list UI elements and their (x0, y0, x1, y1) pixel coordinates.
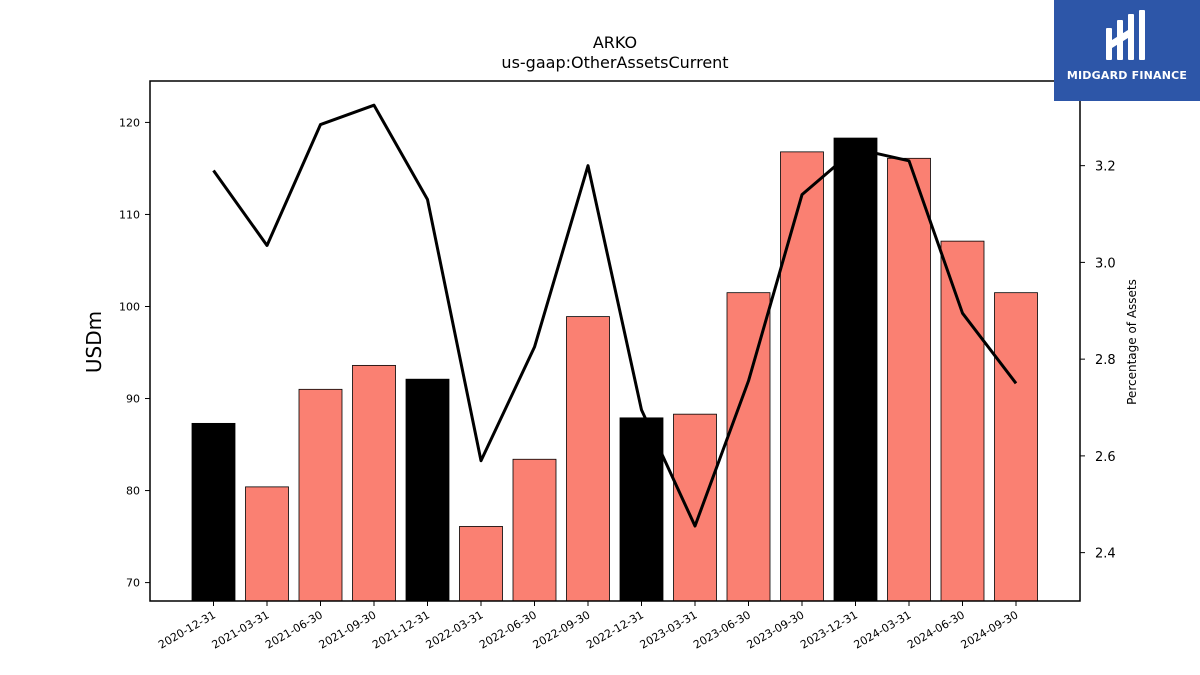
y-tick-label: 120 (119, 116, 140, 129)
y2-tick-label: 2.8 (1095, 353, 1116, 368)
x-tick-label: 2020-12-31 (156, 608, 218, 651)
x-tick-label: 2022-09-30 (531, 608, 593, 651)
x-tick-label: 2022-06-30 (477, 608, 539, 651)
y-tick-label: 110 (119, 208, 140, 221)
x-tick-label: 2023-06-30 (691, 608, 753, 651)
chart-subtitle: us-gaap:OtherAssetsCurrent (501, 53, 728, 72)
x-tick-label: 2022-12-31 (584, 608, 646, 651)
bar (405, 378, 450, 602)
bar (512, 458, 557, 602)
bar (940, 240, 985, 602)
y-axis-label: USDm (82, 311, 106, 373)
x-tick-label: 2021-09-30 (317, 608, 379, 651)
x-tick-label: 2023-09-30 (745, 608, 807, 651)
bar (833, 137, 878, 602)
midgard-finance-logo: MIDGARD FINANCE (1054, 0, 1200, 101)
y-tick-label: 100 (119, 300, 140, 313)
bar-layer (191, 137, 1038, 602)
y-tick-label: 70 (126, 577, 140, 590)
bar (566, 316, 610, 602)
x-axis-ticks: 2020-12-312021-03-312021-06-302021-09-30… (156, 601, 1021, 652)
x-tick-label: 2022-03-31 (424, 608, 486, 651)
chart-title: ARKO (593, 33, 637, 52)
x-tick-label: 2023-03-31 (638, 608, 700, 651)
y2-tick-label: 2.4 (1095, 547, 1116, 562)
y2-tick-label: 2.6 (1095, 450, 1116, 465)
x-tick-label: 2023-12-31 (798, 608, 860, 651)
bar (994, 292, 1038, 602)
x-tick-label: 2021-03-31 (210, 608, 272, 651)
logo-text: MIDGARD FINANCE (1066, 69, 1188, 82)
x-tick-label: 2024-06-30 (905, 608, 967, 651)
bar (191, 422, 236, 602)
bar (619, 417, 664, 602)
bar (298, 388, 343, 602)
bar (887, 157, 931, 602)
y2-axis-label: Percentage of Assets (1125, 279, 1139, 405)
x-tick-label: 2021-06-30 (263, 608, 325, 651)
x-tick-label: 2024-09-30 (959, 608, 1021, 651)
plot-frame (149, 80, 1081, 602)
y-axis-ticks: 70 80 90 100 110 120 (119, 116, 150, 590)
bar (459, 526, 503, 602)
bar (726, 292, 771, 602)
bar (673, 413, 717, 602)
x-tick-label: 2024-03-31 (852, 608, 914, 651)
y2-axis-ticks: 2.4 2.6 2.8 3.0 3.2 (1080, 160, 1116, 562)
y-tick-label: 90 (126, 393, 140, 406)
bar (780, 151, 824, 602)
midgard-m-logo-icon (1106, 10, 1145, 60)
y2-tick-label: 3.0 (1095, 256, 1116, 271)
y2-tick-label: 3.2 (1095, 160, 1116, 175)
bar (245, 486, 289, 602)
percentage-line (212, 103, 1018, 528)
y-tick-label: 80 (126, 485, 140, 498)
x-tick-label: 2021-12-31 (370, 608, 432, 651)
bar (352, 364, 396, 602)
